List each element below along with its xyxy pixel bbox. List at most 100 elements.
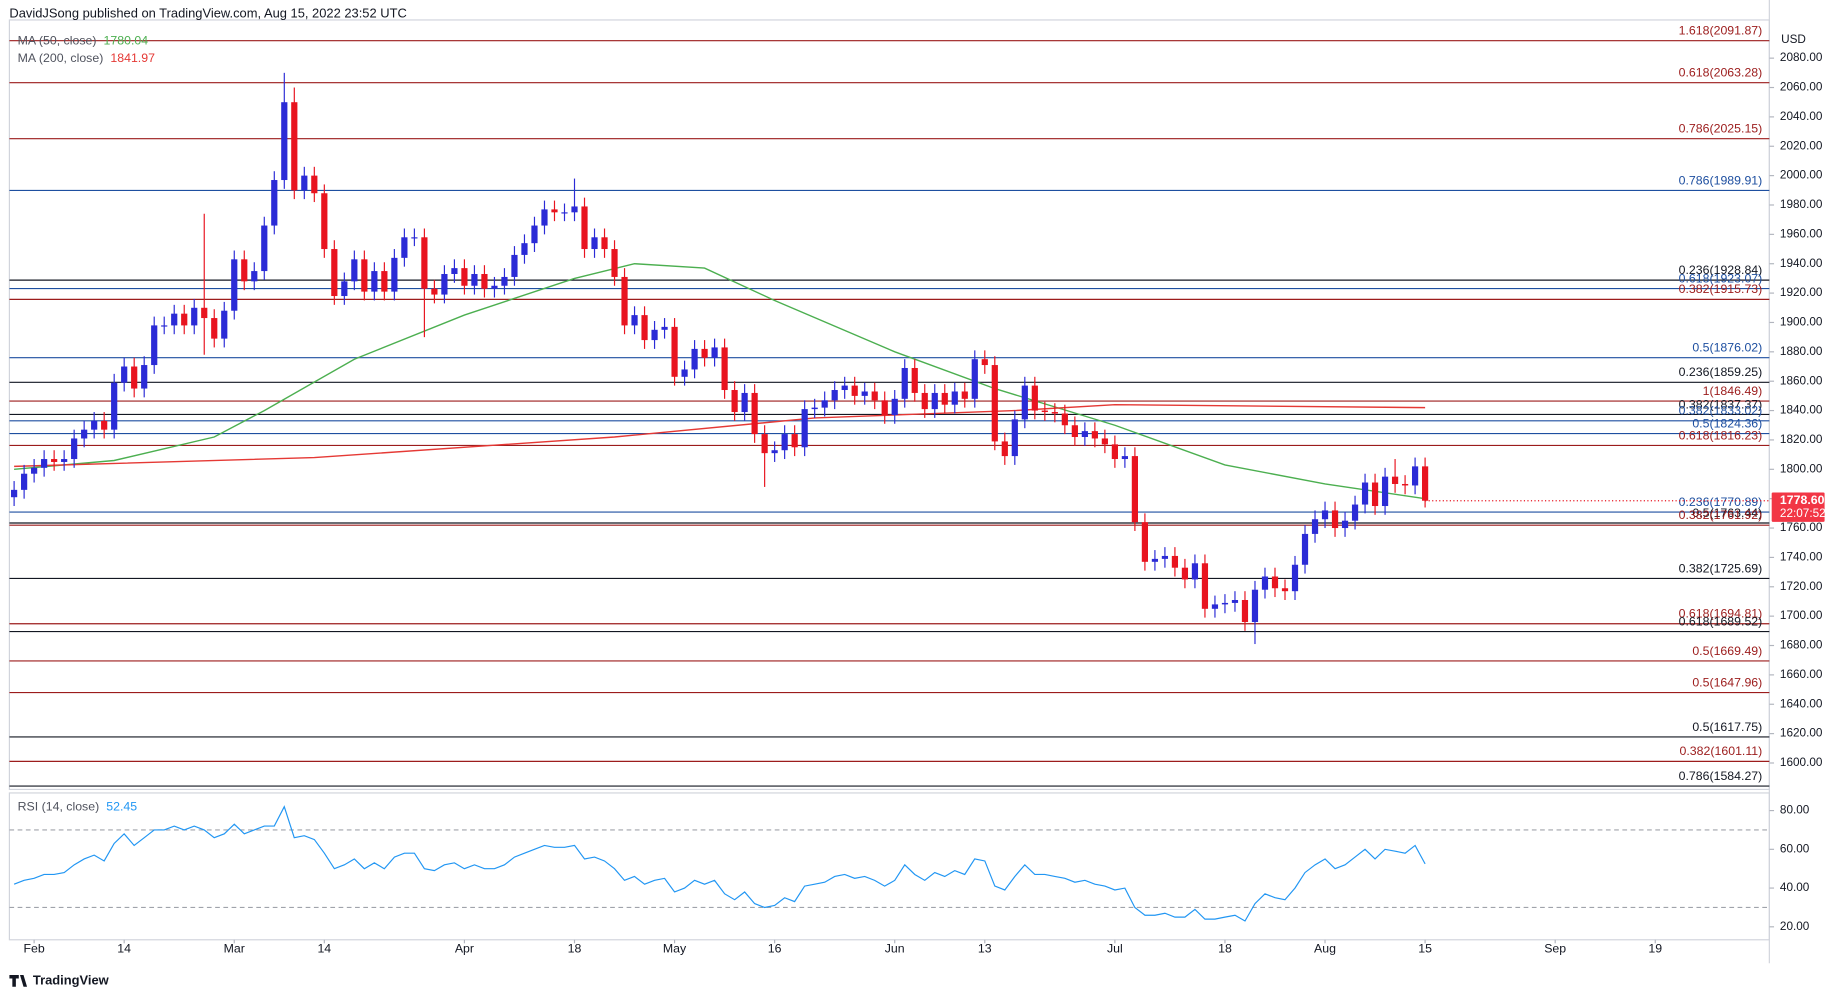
candle-body: [421, 237, 428, 289]
x-tick-label: Feb: [23, 941, 44, 955]
candle-body: [81, 429, 88, 439]
x-tick-label: Sep: [1544, 941, 1566, 955]
fib-label: 0.618(2063.28): [1679, 66, 1763, 80]
candle-body: [721, 347, 728, 391]
y-tick-label: 1820.00: [1780, 433, 1823, 446]
candle-body: [221, 310, 228, 339]
candle-body: [1151, 558, 1159, 562]
fib-label: 0.618(1689.52): [1679, 614, 1763, 628]
candle-body: [641, 315, 648, 341]
y-tick-label: 1620.00: [1780, 727, 1823, 740]
y-tick-label: 1760.00: [1780, 521, 1823, 534]
header: DavidJSong published on TradingView.com,…: [9, 6, 406, 21]
candle-body: [1421, 466, 1429, 501]
candle-body: [1331, 510, 1339, 529]
candle-body: [591, 237, 598, 250]
candle-body: [481, 274, 488, 289]
candle-body: [1251, 589, 1259, 623]
candle-body: [291, 102, 298, 191]
candle-body: [1081, 431, 1088, 438]
fib-label: 0.382(1761.92): [1679, 508, 1763, 522]
candle-body: [391, 257, 398, 292]
fib-label: 0.382(1601.11): [1680, 744, 1763, 758]
candle-body: [451, 268, 458, 275]
rsi-line: [13, 805, 1426, 922]
moving-averages: [14, 263, 1426, 500]
candle-body: [691, 348, 698, 370]
candle-body: [131, 366, 138, 389]
fib-label: 0.618(1694.81): [1679, 607, 1763, 621]
candle-body: [671, 326, 678, 377]
fib-levels: 1.618(2091.87) 0.618(2063.28) 0.786(2025.1…: [9, 24, 1770, 787]
candle-body: [1341, 520, 1349, 529]
fib-label: 0.382(1833.02): [1679, 404, 1763, 418]
candle-body: [331, 249, 338, 297]
candle-body: [1231, 599, 1239, 603]
fib-label: 0.236(1859.25): [1679, 365, 1763, 379]
ma-line: [14, 403, 1426, 468]
candle-body: [731, 390, 738, 413]
candle-body: [771, 450, 778, 454]
y-tick-label: 2060.00: [1780, 81, 1823, 94]
candle-body: [1401, 483, 1409, 486]
x-tick-label: 14: [117, 941, 131, 955]
candle-body: [581, 206, 588, 250]
candle-body: [21, 473, 28, 490]
candle-body: [1371, 482, 1379, 507]
y-tick-label: 60.00: [1780, 842, 1810, 855]
candle-body: [461, 268, 468, 286]
candle-body: [141, 365, 148, 389]
x-tick-label: Apr: [455, 941, 474, 955]
y-tick-label: 1600.00: [1780, 756, 1823, 769]
x-tick-label: Aug: [1314, 941, 1336, 955]
fib-label: 0.618(1816.23): [1679, 428, 1763, 442]
candle-body: [1301, 533, 1309, 565]
currency: USD: [1781, 33, 1806, 46]
candle-body: [31, 467, 38, 474]
candle-body: [1021, 385, 1028, 420]
candle-body: [831, 390, 838, 401]
fib-label: 0.5(1617.75): [1692, 720, 1762, 734]
candle-body: [1201, 563, 1209, 609]
candle-body: [801, 409, 808, 448]
candle-body: [161, 325, 168, 327]
y-tick-label: 2000.00: [1780, 169, 1823, 182]
candle-body: [1101, 438, 1108, 445]
legend-value: 52.45: [106, 799, 137, 813]
x-tick-label: 18: [1218, 941, 1232, 955]
x-tick-label: May: [663, 941, 687, 955]
y-tick-label: 1660.00: [1780, 668, 1823, 681]
fib-label: 1(1846.49): [1703, 384, 1763, 398]
y-tick-label: 80.00: [1780, 804, 1810, 817]
y-tick-label: 1800.00: [1780, 462, 1823, 475]
candle-body: [711, 347, 718, 358]
x-tick-label: 16: [768, 941, 782, 955]
candle-body: [271, 180, 278, 226]
candle-body: [71, 438, 78, 460]
candle-body: [301, 175, 308, 191]
candle-body: [931, 392, 938, 410]
candle-body: [1221, 602, 1229, 605]
fib-label: 1.618(2091.87): [1679, 24, 1763, 38]
candle-body: [781, 434, 788, 451]
fib-label: 0.5(1669.49): [1692, 644, 1762, 658]
last-price-label: 1778.60: [1780, 493, 1825, 507]
candle-body: [511, 254, 518, 277]
candle-body: [951, 391, 958, 405]
y-tick-label: 1920.00: [1780, 286, 1823, 299]
candle-body: [1051, 412, 1058, 414]
candle-body: [1061, 413, 1068, 426]
y-tick-label: 40.00: [1780, 881, 1810, 894]
candle-body: [941, 392, 948, 405]
candle-body: [1211, 604, 1219, 609]
candle-body: [651, 329, 658, 341]
candle-body: [121, 366, 128, 383]
candle-body: [101, 420, 108, 430]
candle-body: [901, 367, 908, 399]
logo-text: TradingView: [33, 972, 110, 987]
candle-body: [361, 259, 368, 292]
countdown: 22:07:52: [1780, 507, 1826, 520]
